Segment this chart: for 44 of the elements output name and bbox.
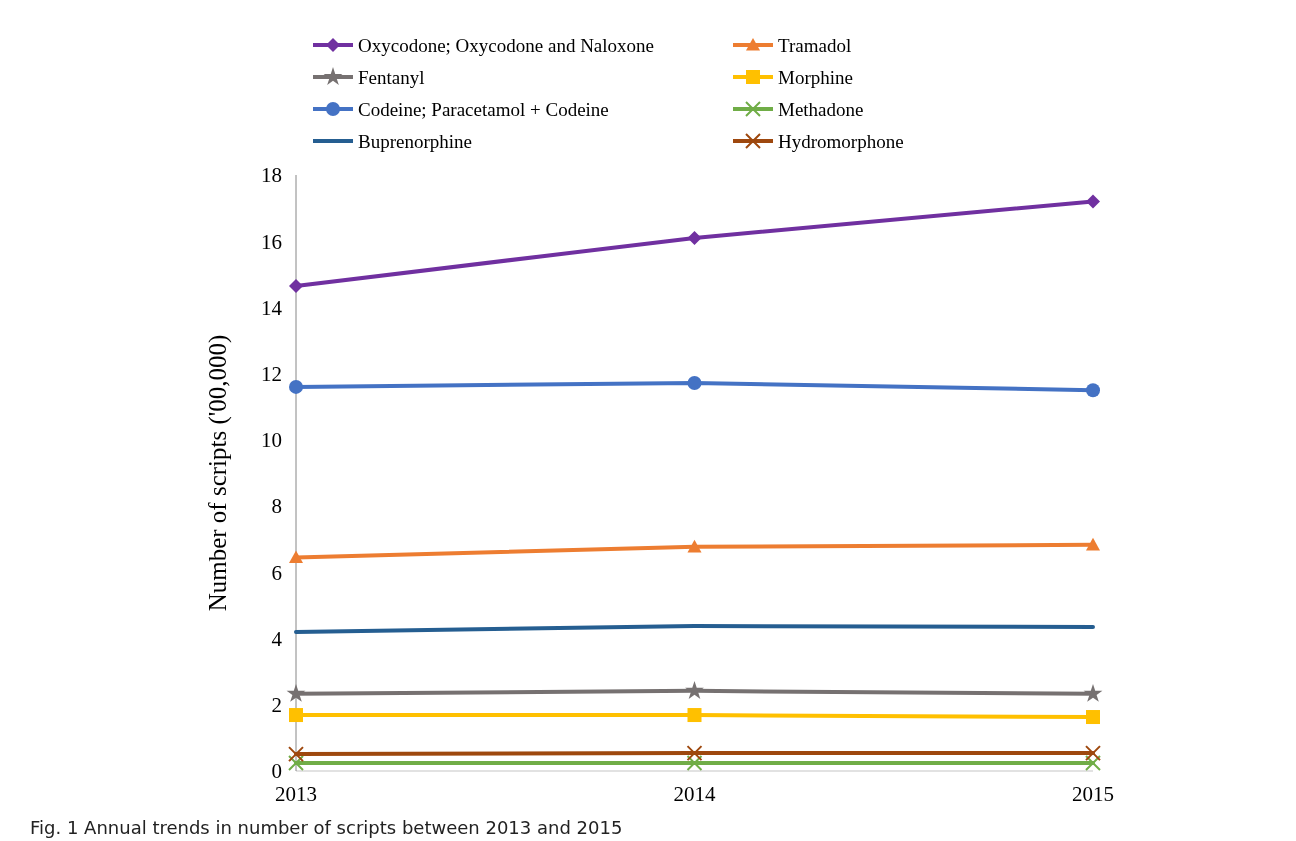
point xyxy=(1086,194,1100,209)
y-tick-label: 10 xyxy=(261,428,282,453)
point xyxy=(288,746,304,763)
point xyxy=(289,379,303,394)
point xyxy=(1086,710,1100,725)
legend-label: Tramadol xyxy=(778,34,852,56)
y-tick-label: 4 xyxy=(271,626,283,651)
point xyxy=(1086,537,1100,551)
y-axis-title: Number of scripts ('00,000) xyxy=(204,334,232,612)
legend-label: Codeine; Paracetamol + Codeine xyxy=(358,98,609,120)
caption: Fig. 1 Annual trends in number of scripts between 2013 and 2015 xyxy=(30,817,623,838)
y-tick-label: 8 xyxy=(271,494,282,519)
y-tick-label: 12 xyxy=(261,362,282,387)
x-tick-label: 2015 xyxy=(1072,782,1114,806)
point xyxy=(1085,755,1101,772)
legend-label: Oxycodone; Oxycodone and Naloxone xyxy=(358,34,655,56)
point xyxy=(289,708,303,723)
point xyxy=(1083,683,1103,702)
point xyxy=(687,230,702,245)
point xyxy=(1085,745,1101,762)
legend-label: Buprenorphine xyxy=(358,130,472,152)
point xyxy=(687,708,702,723)
point xyxy=(686,745,703,762)
y-tick-label: 14 xyxy=(261,295,283,320)
legend-label: Methadone xyxy=(778,98,864,120)
point xyxy=(687,375,702,390)
point xyxy=(286,683,306,702)
x-tick-label: 2013 xyxy=(275,782,317,806)
point xyxy=(687,539,702,553)
y-tick-label: 18 xyxy=(261,163,282,188)
point xyxy=(289,278,303,293)
point xyxy=(685,680,704,699)
point xyxy=(686,755,703,772)
x-tick-label: 2014 xyxy=(673,782,716,806)
legend-label: Fentanyl xyxy=(358,66,425,88)
legend-label: Hydromorphone xyxy=(778,130,904,152)
y-tick-label: 16 xyxy=(261,229,282,254)
point xyxy=(1086,383,1100,398)
point xyxy=(288,755,304,772)
point xyxy=(289,550,303,564)
y-tick-label: 0 xyxy=(271,759,282,784)
legend-label: Morphine xyxy=(778,66,853,88)
y-tick-label: 6 xyxy=(271,560,282,585)
y-tick-label: 2 xyxy=(271,693,282,718)
